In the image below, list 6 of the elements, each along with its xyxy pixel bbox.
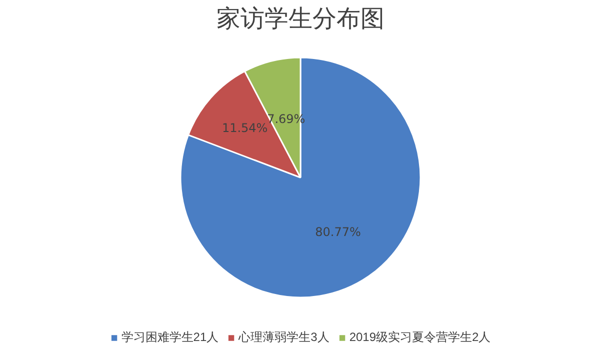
legend-label: 学习困难学生21人 — [121, 329, 219, 346]
legend-label: 心理薄弱学生3人 — [238, 329, 330, 346]
data-label: 80.77% — [315, 224, 361, 239]
data-label: 11.54% — [222, 121, 268, 136]
legend-label: 2019级实习夏令营学生2人 — [349, 329, 491, 346]
chart-title: 家访学生分布图 — [216, 6, 384, 32]
